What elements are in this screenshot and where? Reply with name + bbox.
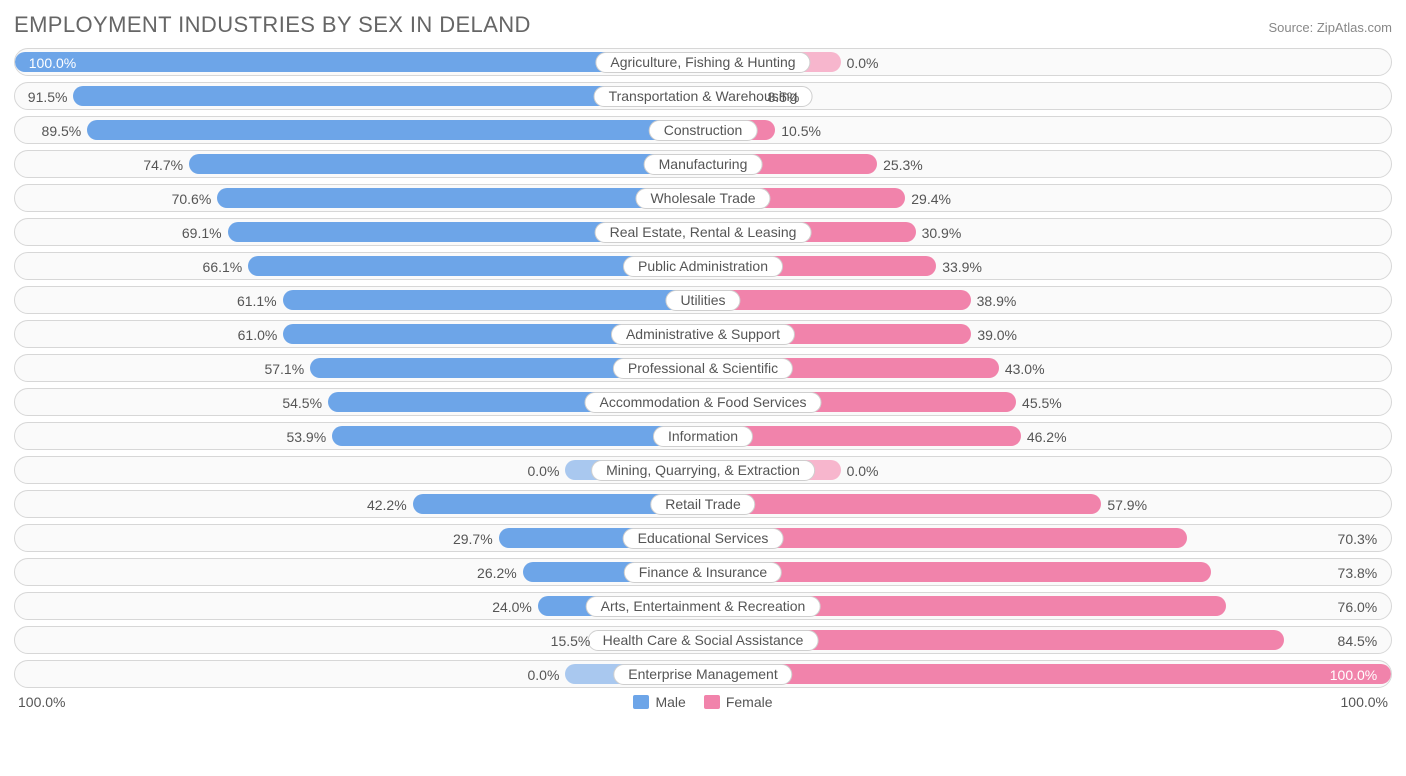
chart-row: Retail Trade 42.2% 57.9% [14, 490, 1392, 518]
female-percent: 30.9% [922, 219, 962, 246]
industry-label: Manufacturing [644, 154, 763, 175]
male-bar [87, 120, 703, 140]
industry-label: Health Care & Social Assistance [588, 630, 819, 651]
chart-header: EMPLOYMENT INDUSTRIES BY SEX IN DELAND S… [14, 12, 1392, 38]
male-percent: 70.6% [172, 185, 212, 212]
chart-row: Educational Services 29.7% 70.3% [14, 524, 1392, 552]
male-percent: 57.1% [264, 355, 304, 382]
industry-label: Construction [649, 120, 758, 141]
axis-left-label: 100.0% [18, 694, 65, 710]
male-percent: 29.7% [453, 525, 493, 552]
chart-row: Professional & Scientific 57.1% 43.0% [14, 354, 1392, 382]
industry-label: Real Estate, Rental & Leasing [595, 222, 812, 243]
male-bar [283, 290, 703, 310]
female-bar [703, 494, 1101, 514]
female-percent: 10.5% [781, 117, 821, 144]
female-percent: 29.4% [911, 185, 951, 212]
male-percent: 53.9% [286, 423, 326, 450]
industry-label: Mining, Quarrying, & Extraction [591, 460, 815, 481]
industry-label: Wholesale Trade [635, 188, 770, 209]
chart-row: Transportation & Warehousing91.5%8.5% [14, 82, 1392, 110]
legend-male-swatch [633, 695, 649, 709]
female-percent: 33.9% [942, 253, 982, 280]
chart-row: Agriculture, Fishing & Hunting 100.0% 0.0% [14, 48, 1392, 76]
legend-female: Female [704, 694, 773, 710]
female-percent: 76.0% [1338, 593, 1378, 620]
male-percent: 54.5% [282, 389, 322, 416]
chart-row: Information 53.9% 46.2% [14, 422, 1392, 450]
industry-label: Public Administration [623, 256, 783, 277]
male-percent: 74.7% [143, 151, 183, 178]
legend-female-swatch [704, 695, 720, 709]
legend: Male Female [633, 694, 772, 710]
male-percent: 0.0% [527, 661, 559, 688]
industry-label: Enterprise Management [613, 664, 792, 685]
female-bar [703, 290, 971, 310]
chart-row: Health Care & Social Assistance15.5% 84.5… [14, 626, 1392, 654]
industry-label: Retail Trade [650, 494, 755, 515]
male-percent: 100.0% [29, 49, 76, 76]
chart-title: EMPLOYMENT INDUSTRIES BY SEX IN DELAND [14, 12, 531, 38]
chart-row: Administrative & Support 61.0% 39.0% [14, 320, 1392, 348]
female-percent: 38.9% [977, 287, 1017, 314]
chart-row: Wholesale Trade 70.6% 29.4% [14, 184, 1392, 212]
male-percent: 61.1% [237, 287, 277, 314]
chart-row: Mining, Quarrying, & Extraction 0.0% 0.0% [14, 456, 1392, 484]
female-percent: 70.3% [1338, 525, 1378, 552]
female-bar [703, 664, 1391, 684]
female-percent: 73.8% [1338, 559, 1378, 586]
industry-label: Arts, Entertainment & Recreation [586, 596, 821, 617]
male-percent: 24.0% [492, 593, 532, 620]
industry-label: Agriculture, Fishing & Hunting [595, 52, 810, 73]
chart-footer: 100.0% Male Female 100.0% [14, 694, 1392, 710]
industry-label: Accommodation & Food Services [585, 392, 822, 413]
female-percent: 0.0% [847, 457, 879, 484]
male-percent: 42.2% [367, 491, 407, 518]
axis-right-label: 100.0% [1341, 694, 1388, 710]
female-percent: 57.9% [1107, 491, 1147, 518]
chart-row: Real Estate, Rental & Leasing 69.1% 30.9% [14, 218, 1392, 246]
chart-row: Public Administration 66.1% 33.9% [14, 252, 1392, 280]
male-percent: 61.0% [238, 321, 278, 348]
diverging-bar-chart: Agriculture, Fishing & Hunting 100.0% 0.0%… [14, 48, 1392, 688]
chart-row: Arts, Entertainment & Recreation 24.0% 76.… [14, 592, 1392, 620]
industry-label: Administrative & Support [611, 324, 795, 345]
male-percent: 89.5% [42, 117, 82, 144]
chart-row: Finance & Insurance 26.2% 73.8% [14, 558, 1392, 586]
female-percent: 8.5% [767, 83, 799, 110]
female-percent: 46.2% [1027, 423, 1067, 450]
male-bar [332, 426, 703, 446]
male-percent: 0.0% [527, 457, 559, 484]
male-percent: 91.5% [28, 83, 68, 110]
industry-label: Educational Services [623, 528, 784, 549]
industry-label: Finance & Insurance [624, 562, 782, 583]
chart-row: Manufacturing 74.7% 25.3% [14, 150, 1392, 178]
female-percent: 84.5% [1338, 627, 1378, 654]
female-percent: 43.0% [1005, 355, 1045, 382]
male-percent: 66.1% [203, 253, 243, 280]
chart-row: Enterprise Management 0.0% 100.0% [14, 660, 1392, 688]
female-percent: 45.5% [1022, 389, 1062, 416]
industry-label: Professional & Scientific [613, 358, 793, 379]
male-bar [217, 188, 703, 208]
legend-female-label: Female [726, 694, 773, 710]
legend-male-label: Male [655, 694, 685, 710]
female-percent: 25.3% [883, 151, 923, 178]
legend-male: Male [633, 694, 685, 710]
chart-source: Source: ZipAtlas.com [1268, 20, 1392, 35]
female-percent: 100.0% [1330, 661, 1377, 688]
chart-row: Utilities 61.1% 38.9% [14, 286, 1392, 314]
male-percent: 15.5% [551, 627, 591, 654]
industry-label: Information [653, 426, 753, 447]
chart-row: Construction 89.5% 10.5% [14, 116, 1392, 144]
industry-label: Utilities [665, 290, 740, 311]
chart-row: Accommodation & Food Services 54.5% 45.5% [14, 388, 1392, 416]
male-bar [189, 154, 703, 174]
female-percent: 39.0% [977, 321, 1017, 348]
male-percent: 26.2% [477, 559, 517, 586]
female-percent: 0.0% [847, 49, 879, 76]
male-percent: 69.1% [182, 219, 222, 246]
